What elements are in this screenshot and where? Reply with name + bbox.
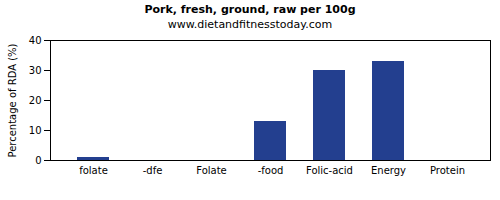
svg-text:20: 20 [29,95,42,106]
svg-text:10: 10 [29,125,42,136]
svg-text:Folic-acid: Folic-acid [306,165,353,176]
svg-text:-food: -food [258,165,284,176]
svg-text:Energy: Energy [371,165,406,176]
svg-text:40: 40 [29,35,42,46]
svg-text:Folate: Folate [196,165,227,176]
html-text:www.dietandfitnesstoday.com: www.dietandfitnesstoday.com [167,18,333,31]
svg-text:0: 0 [35,155,41,166]
html-text:Pork, fresh, ground, raw per 1: Pork, fresh, ground, raw per 100g [144,3,356,16]
svg-text:Protein: Protein [430,165,465,176]
svg-text:30: 30 [29,65,42,76]
svg-text:Percentage of RDA (%): Percentage of RDA (%) [7,43,18,157]
svg-text:folate: folate [79,165,108,176]
svg-text:-dfe: -dfe [143,165,163,176]
